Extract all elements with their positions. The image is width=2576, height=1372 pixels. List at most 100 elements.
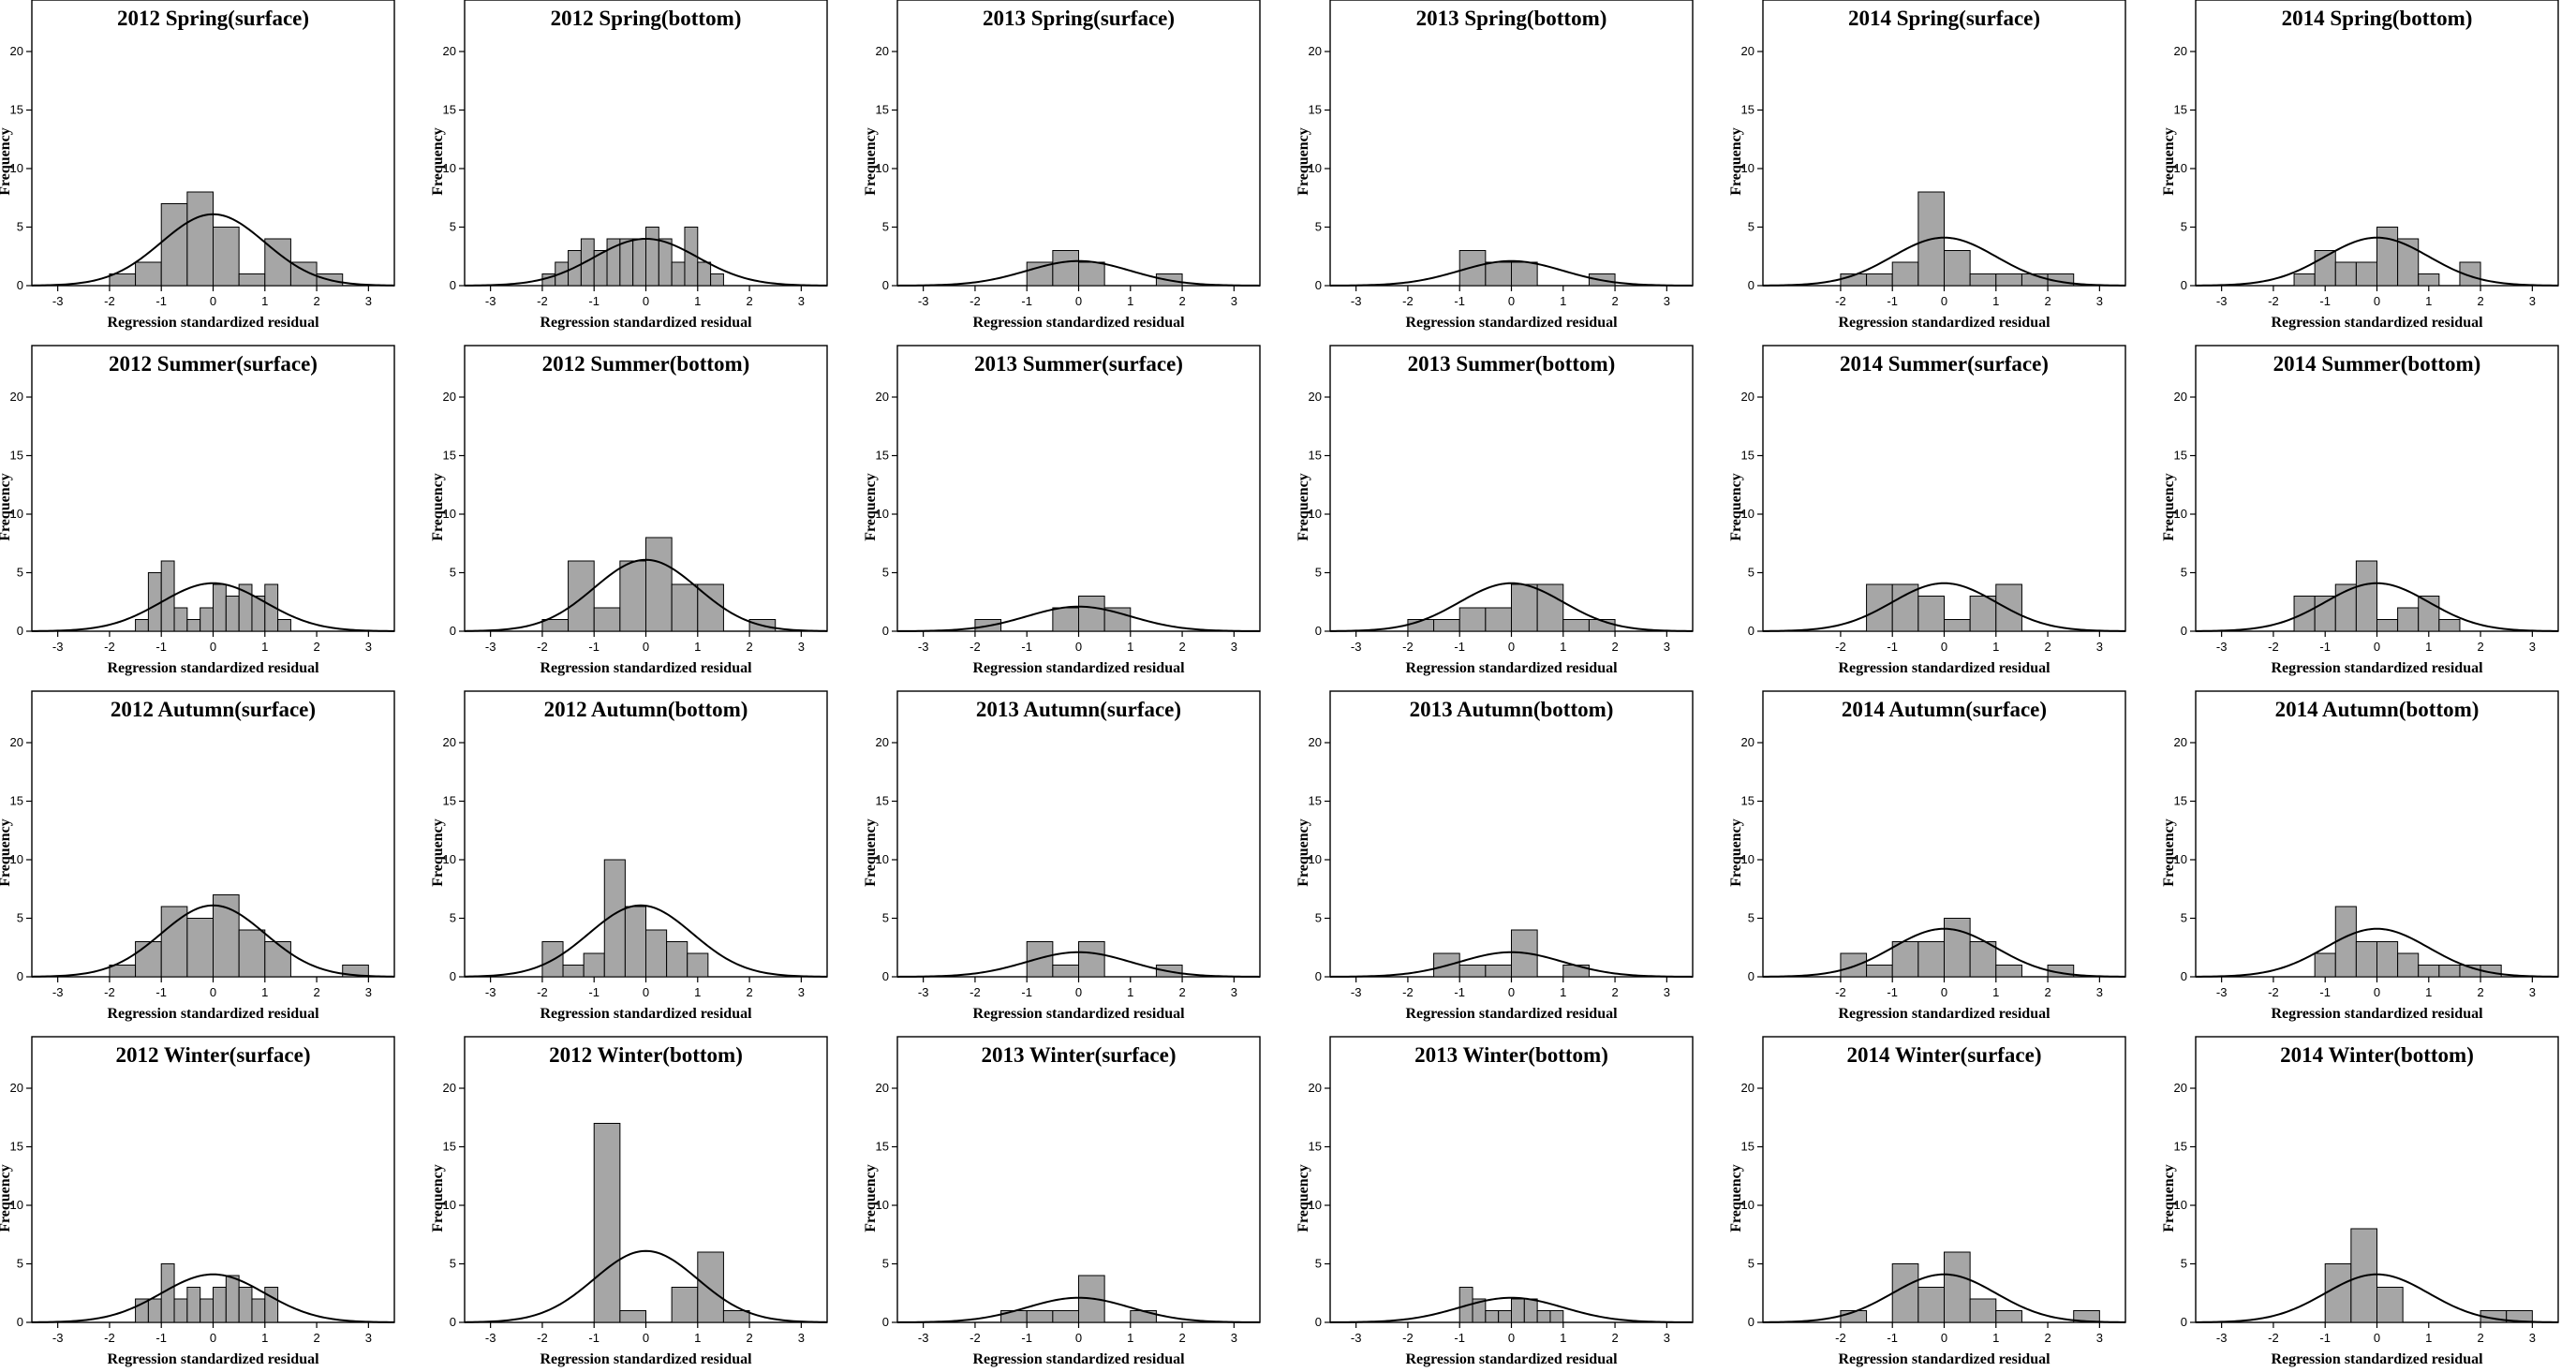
y-axis-label: Frequency (2161, 127, 2177, 196)
y-tick-label: 5 (2181, 566, 2187, 580)
x-axis-label: Regression standardized residual (1405, 1351, 1618, 1367)
x-tick-label: -3 (485, 1331, 496, 1345)
y-tick-label: 10 (2174, 161, 2187, 175)
histogram-bar (671, 261, 686, 287)
y-tick-label: 15 (1741, 449, 1754, 463)
y-tick-label: 5 (882, 220, 889, 234)
x-tick-label: -3 (1351, 985, 1362, 999)
histogram-bar (1944, 250, 1971, 287)
y-axis-label: Frequency (0, 1164, 13, 1232)
histogram-bar (1000, 1310, 1028, 1323)
y-tick-label: 5 (450, 911, 456, 925)
histogram-bar (1511, 261, 1538, 287)
y-tick-label: 20 (876, 735, 889, 749)
histogram-bar (2376, 1287, 2404, 1323)
y-tick-label: 0 (17, 278, 23, 292)
y-tick-label: 5 (1748, 911, 1754, 925)
histogram-bar (2073, 1310, 2100, 1323)
x-axis-label: Regression standardized residual (2271, 660, 2483, 676)
y-tick-label: 15 (443, 794, 456, 808)
x-tick-label: 3 (365, 294, 372, 308)
x-tick-label: -2 (537, 1331, 548, 1345)
x-tick-label: -3 (2216, 294, 2228, 308)
x-tick-label: 2 (746, 640, 752, 654)
normal-curve (2195, 1273, 2559, 1323)
x-tick-label: -1 (1021, 1331, 1032, 1345)
x-tick-label: 3 (1231, 1331, 1237, 1345)
histogram-bar (632, 238, 647, 287)
y-tick-label: 10 (2174, 1198, 2187, 1212)
x-tick-label: 1 (694, 985, 701, 999)
histogram-bar (1562, 619, 1590, 632)
y-tick-label: 15 (1741, 103, 1754, 117)
x-tick-label: -3 (485, 985, 496, 999)
histogram-bar (583, 952, 605, 978)
y-tick-label: 10 (2174, 507, 2187, 521)
x-tick-label: 2 (746, 985, 752, 999)
chart-title: 2012 Autumn(bottom) (544, 698, 748, 721)
x-tick-label: 1 (694, 294, 701, 308)
y-tick-label: 0 (17, 969, 23, 983)
histogram-bar (1969, 941, 1997, 978)
y-axis-label: Frequency (1295, 819, 1311, 887)
y-tick-label: 20 (10, 735, 23, 749)
y-axis-label: Frequency (863, 473, 879, 541)
x-tick-label: 3 (1664, 1331, 1670, 1345)
y-axis-label: Frequency (1728, 1164, 1744, 1232)
x-tick-label: 3 (1231, 640, 1237, 654)
y-tick-label: 15 (1741, 794, 1754, 808)
y-tick-label: 20 (1309, 1081, 1322, 1095)
histogram-bar (1536, 583, 1564, 632)
histogram-bar (2418, 273, 2440, 287)
x-tick-label: 2 (2044, 1331, 2050, 1345)
histogram-bar (671, 583, 699, 632)
y-tick-label: 15 (10, 103, 23, 117)
y-tick-label: 0 (450, 969, 456, 983)
normal-curve (31, 582, 395, 632)
y-tick-label: 10 (2174, 852, 2187, 866)
x-tick-label: 1 (2425, 1331, 2432, 1345)
y-tick-label: 5 (450, 1257, 456, 1271)
histogram-bar (1485, 965, 1513, 978)
x-tick-label: -2 (970, 985, 981, 999)
y-tick-label: 10 (1309, 1198, 1322, 1212)
histogram-bar (645, 227, 659, 287)
histogram-panel-19: 0 5 10 15 20 -3 -2 -1 0 1 2 3 2012 Winter(surface) Re… (0, 1036, 395, 1367)
histogram-bar (1866, 583, 1893, 632)
y-tick-label: 0 (1315, 969, 1322, 983)
y-tick-label: 15 (2174, 794, 2187, 808)
x-tick-label: 2 (1611, 294, 1618, 308)
x-tick-label: 3 (1231, 985, 1237, 999)
histogram-panel-3: 0 5 10 15 20 -3 -2 -1 0 1 2 3 2013 Spring(surface) Re… (863, 0, 1261, 331)
histogram-bar (1130, 1310, 1157, 1323)
histogram-bar (1866, 965, 1893, 978)
x-tick-label: 0 (210, 294, 216, 308)
histogram-bar (1917, 941, 1946, 978)
y-tick-label: 0 (450, 1315, 456, 1329)
y-axis-label: Frequency (430, 473, 446, 541)
y-tick-label: 20 (876, 1081, 889, 1095)
normal-curve (1762, 927, 2126, 978)
x-tick-label: 1 (261, 294, 268, 308)
x-tick-label: -2 (970, 1331, 981, 1345)
x-tick-label: -1 (2319, 294, 2331, 308)
normal-curve (31, 904, 395, 978)
x-tick-label: 3 (2529, 294, 2536, 308)
y-axis-label: Frequency (863, 127, 879, 196)
y-tick-label: 20 (2174, 390, 2187, 404)
histogram-bar (213, 1287, 227, 1323)
histogram-bar (1891, 941, 1919, 978)
y-tick-label: 10 (1741, 161, 1754, 175)
y-tick-label: 15 (10, 449, 23, 463)
y-tick-label: 5 (450, 566, 456, 580)
histogram-panel-4: 0 5 10 15 20 -3 -2 -1 0 1 2 3 2013 Spring(bottom) Reg… (1295, 0, 1694, 331)
y-tick-label: 10 (443, 161, 456, 175)
histogram-bar (2334, 261, 2357, 287)
x-tick-label: 0 (1075, 294, 1082, 308)
chart-title: 2014 Winter(surface) (1846, 1043, 2041, 1067)
y-tick-label: 15 (1309, 449, 1322, 463)
x-tick-label: -3 (52, 640, 64, 654)
y-tick-label: 15 (876, 794, 889, 808)
histogram-bar (562, 965, 585, 978)
x-tick-label: -2 (970, 640, 981, 654)
